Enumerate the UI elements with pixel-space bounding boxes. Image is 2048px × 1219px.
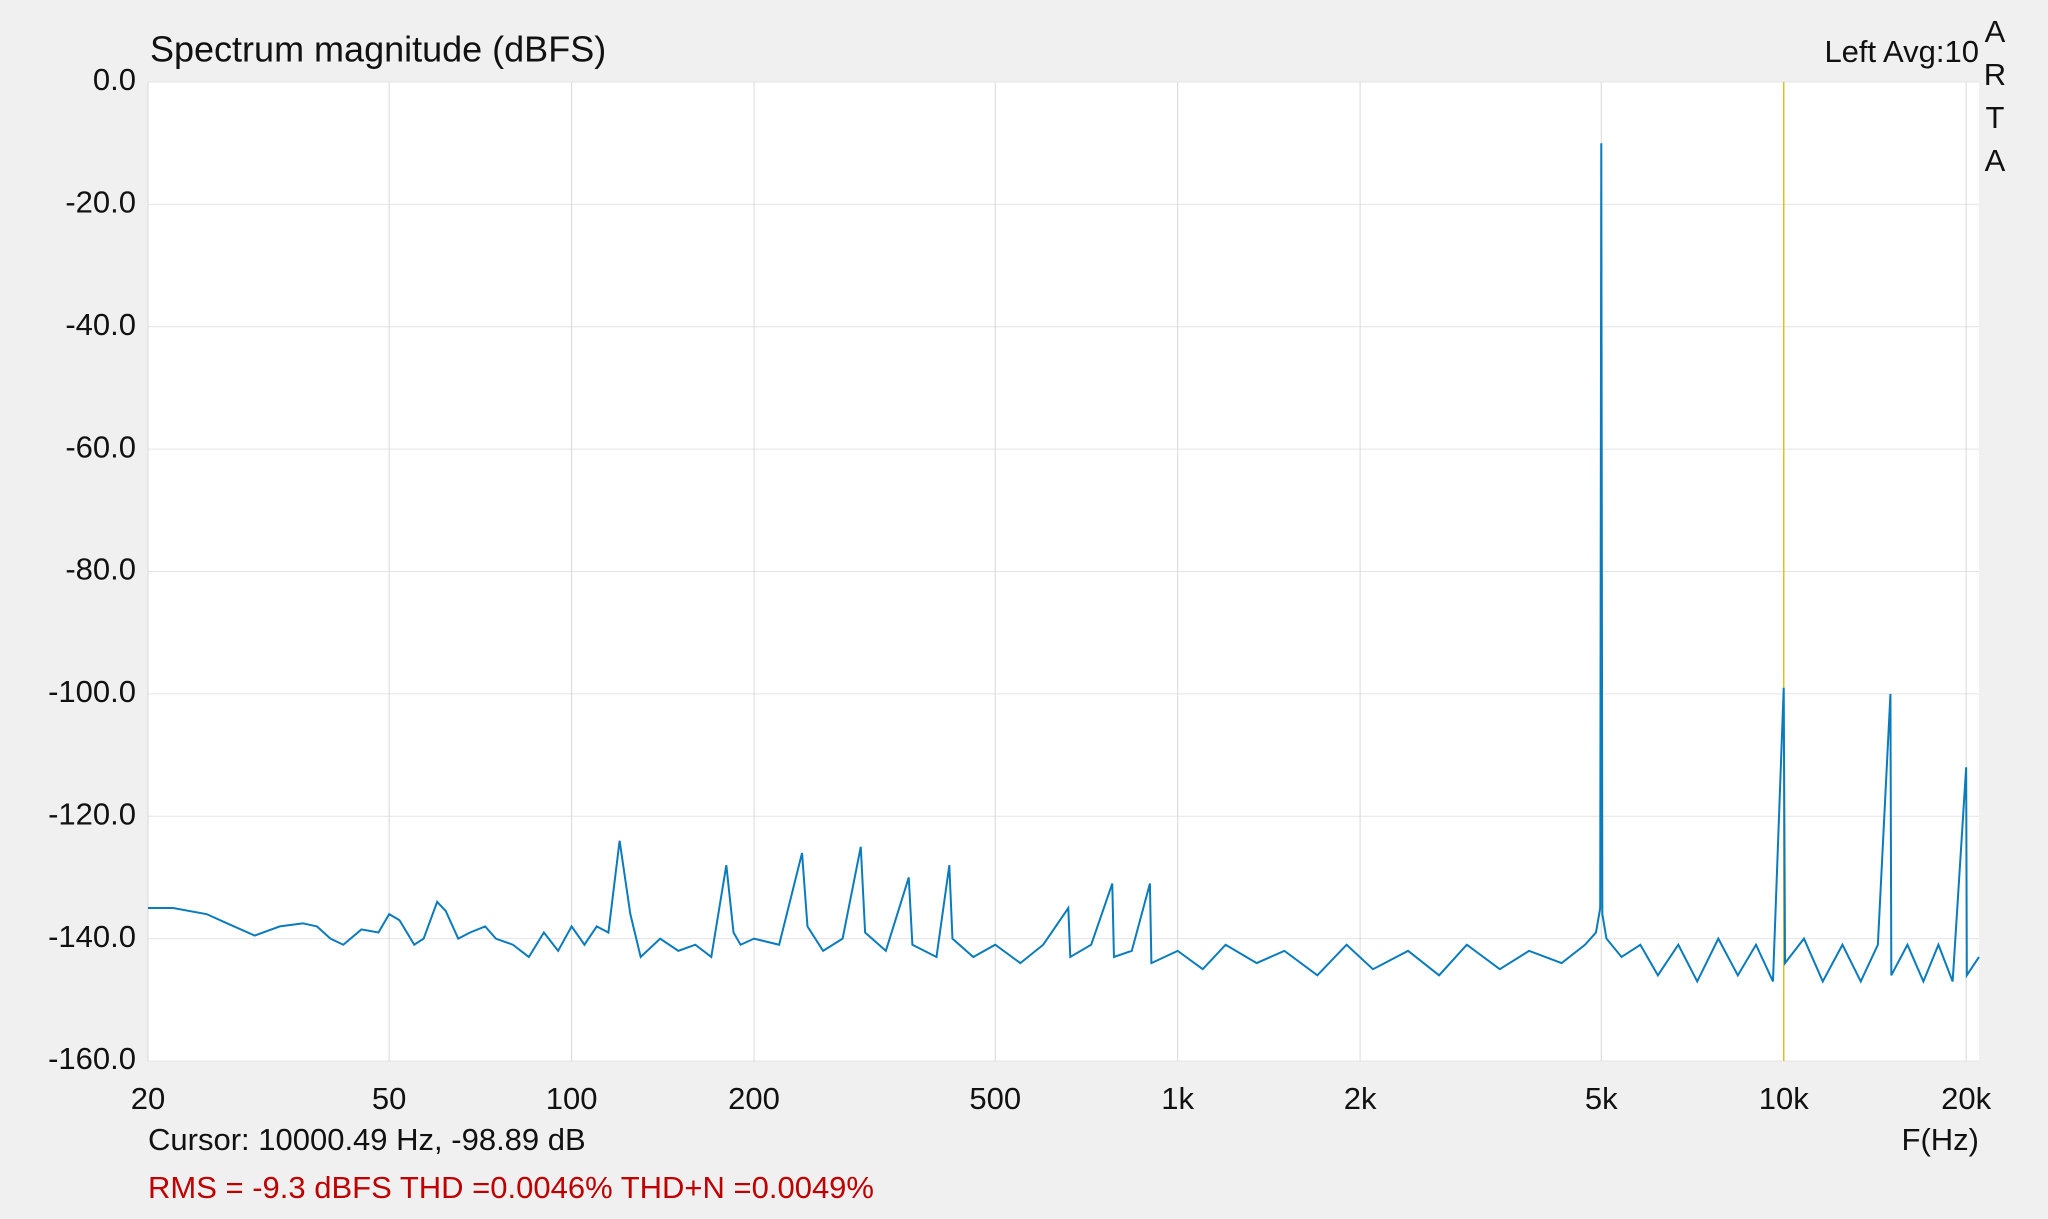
x-tick-label: 10k: [1759, 1081, 1809, 1116]
y-tick-label: -100.0: [48, 674, 136, 709]
measurement-readout: RMS = -9.3 dBFS THD =0.0046% THD+N =0.00…: [148, 1170, 874, 1205]
y-tick-label: -20.0: [65, 185, 136, 220]
x-axis-label: F(Hz): [1902, 1122, 1979, 1157]
spectrum-line: [148, 143, 1980, 985]
y-tick-label: 0.0: [93, 62, 136, 97]
x-tick-label: 2k: [1344, 1081, 1377, 1116]
y-tick-label: -40.0: [65, 307, 136, 342]
x-tick-label: 500: [969, 1081, 1021, 1116]
x-tick-label: 200: [728, 1081, 780, 1116]
y-tick-label: -120.0: [48, 796, 136, 831]
channel-label: Left Avg:10: [1824, 34, 1979, 69]
chart-title: Spectrum magnitude (dBFS): [150, 29, 606, 70]
y-tick-label: -160.0: [48, 1041, 136, 1076]
cursor-readout: Cursor: 10000.49 Hz, -98.89 dB: [148, 1122, 586, 1157]
y-tick-label: -60.0: [65, 429, 136, 464]
brand: ARTA: [1978, 14, 2013, 186]
y-tick-label: -80.0: [65, 552, 136, 587]
x-tick-label: 20: [131, 1081, 165, 1116]
x-tick-label: 1k: [1161, 1081, 1194, 1116]
x-tick-label: 50: [372, 1081, 406, 1116]
x-tick-label: 100: [546, 1081, 598, 1116]
y-tick-label: -140.0: [48, 919, 136, 954]
x-tick-label: 20k: [1941, 1081, 1991, 1116]
x-tick-label: 5k: [1585, 1081, 1618, 1116]
